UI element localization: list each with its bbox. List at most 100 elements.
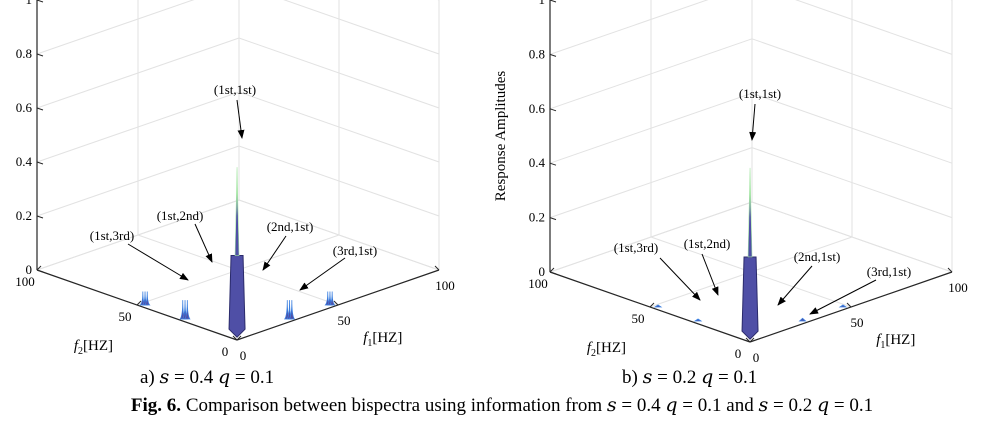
x-tick-mark bbox=[745, 337, 751, 343]
annotation-arrow bbox=[236, 99, 245, 139]
z-tick-mark bbox=[36, 107, 44, 111]
peak-1st2nd bbox=[693, 318, 703, 322]
x-axis-label: f1[HZ] bbox=[363, 330, 402, 349]
z-tick-mark bbox=[36, 0, 44, 3]
annotation-arrow bbox=[777, 265, 813, 306]
peak-1st1st bbox=[228, 167, 246, 338]
annotation-arrow bbox=[659, 257, 701, 301]
peak-annotation-label: (1st,3rd) bbox=[90, 228, 134, 243]
peak-1st2nd bbox=[179, 300, 191, 320]
z-tick-label: 0.8 bbox=[529, 46, 545, 61]
z-tick-label: 0.2 bbox=[16, 208, 32, 223]
x-tick-label: 0 bbox=[240, 348, 247, 363]
grid-line bbox=[549, 201, 753, 273]
peak-lobe bbox=[798, 317, 807, 322]
z-axis-label: Response Amplitudes bbox=[493, 71, 509, 202]
x-tick-label: 50 bbox=[338, 313, 351, 328]
y-tick-mark bbox=[236, 335, 242, 341]
peak-annotation-label: (1st,1st) bbox=[739, 86, 781, 101]
z-tick-mark bbox=[549, 0, 557, 3]
annotation-arrow bbox=[194, 223, 213, 263]
z-tick-label: 0.8 bbox=[16, 46, 32, 61]
z-tick-label: 0.2 bbox=[529, 210, 545, 225]
annotation-arrow bbox=[701, 253, 719, 296]
peak-body bbox=[228, 255, 246, 338]
z-tick-mark bbox=[36, 269, 44, 273]
x-tick-label: 100 bbox=[435, 278, 455, 293]
y-tick-mark bbox=[36, 265, 42, 271]
annotation-arrow bbox=[749, 103, 757, 141]
chart-panel-b: 00.20.40.60.81050100050100Response Ampli… bbox=[493, 0, 968, 365]
annotation-arrow bbox=[299, 257, 346, 291]
figure-label: Fig. 6. bbox=[130, 395, 182, 416]
y-tick-label: 100 bbox=[528, 276, 548, 291]
z-tick-mark bbox=[549, 162, 557, 166]
peak-needle bbox=[234, 167, 240, 256]
x-axis-label: f1[HZ] bbox=[876, 332, 915, 351]
figure-caption: Fig. 6. Comparison between bispectra usi… bbox=[130, 394, 874, 416]
peak-2nd1st bbox=[798, 317, 807, 322]
grid-line bbox=[36, 199, 240, 271]
z-tick-label: 0.4 bbox=[529, 155, 546, 170]
peak-annotation-label: (2nd,1st) bbox=[794, 249, 841, 264]
y-tick-mark bbox=[749, 337, 755, 343]
y-axis-label: f2[HZ] bbox=[587, 340, 626, 359]
z-tick-mark bbox=[549, 271, 557, 275]
peak-lobe bbox=[838, 304, 848, 308]
peak-body bbox=[741, 256, 759, 340]
peak-1st3rd bbox=[139, 291, 151, 306]
annotation-arrow bbox=[127, 243, 189, 281]
peak-annotation-label: (3rd,1st) bbox=[867, 264, 911, 279]
chart-panel-a: 00.20.40.60.81050100050100Response Ampli… bbox=[15, 0, 455, 363]
x-tick-mark bbox=[947, 267, 953, 273]
z-tick-label: 0.4 bbox=[16, 154, 33, 169]
peak-lobe bbox=[328, 291, 336, 306]
peak-3rd1st bbox=[838, 304, 848, 308]
panel-a-subcaption: a) s = 0.4 q = 0.1 bbox=[140, 366, 275, 388]
annotation-arrow bbox=[262, 235, 287, 271]
x-tick-mark bbox=[333, 300, 339, 306]
y-tick-label: 0 bbox=[735, 346, 742, 361]
z-tick-mark bbox=[36, 53, 44, 57]
peak-annotation-label: (1st,3rd) bbox=[614, 240, 658, 255]
x-tick-label: 0 bbox=[753, 350, 760, 365]
peak-needle bbox=[747, 167, 753, 258]
peak-2nd1st bbox=[284, 300, 296, 320]
peak-lobe bbox=[184, 300, 191, 320]
z-tick-label: 0 bbox=[539, 264, 546, 279]
peak-lobe bbox=[143, 291, 151, 306]
z-tick-mark bbox=[36, 161, 44, 165]
z-tick-mark bbox=[36, 215, 44, 219]
panel-b-subcaption: b) s = 0.2 q = 0.1 bbox=[622, 366, 758, 388]
z-tick-mark bbox=[549, 217, 557, 221]
x-tick-mark bbox=[846, 302, 852, 308]
y-axis-label: f2[HZ] bbox=[74, 338, 113, 357]
x-tick-mark bbox=[232, 335, 238, 341]
x-tick-mark bbox=[434, 265, 440, 271]
x-tick-label: 50 bbox=[851, 315, 864, 330]
peak-1st1st bbox=[741, 167, 759, 340]
z-tick-label: 0.6 bbox=[16, 100, 33, 115]
peak-lobe bbox=[693, 318, 703, 322]
y-tick-mark bbox=[136, 300, 142, 306]
peak-annotation-label: (2nd,1st) bbox=[267, 219, 314, 234]
peak-annotation-label: (1st,2nd) bbox=[684, 236, 731, 251]
z-tick-label: 0.6 bbox=[529, 101, 546, 116]
z-tick-label: 0 bbox=[26, 262, 33, 277]
z-tick-mark bbox=[549, 108, 557, 112]
z-tick-label: 1 bbox=[26, 0, 33, 7]
annotation-arrow bbox=[809, 279, 877, 315]
peak-lobe bbox=[653, 304, 663, 308]
peak-annotation-label: (1st,1st) bbox=[214, 82, 256, 97]
y-tick-mark bbox=[549, 267, 555, 273]
y-tick-label: 0 bbox=[222, 344, 229, 359]
y-tick-label: 50 bbox=[632, 311, 645, 326]
x-tick-label: 100 bbox=[948, 280, 968, 295]
peak-lobe bbox=[288, 300, 296, 320]
y-tick-mark bbox=[649, 302, 655, 308]
z-tick-mark bbox=[549, 53, 557, 57]
peak-annotation-label: (1st,2nd) bbox=[157, 208, 204, 223]
y-tick-label: 100 bbox=[15, 274, 35, 289]
peak-1st3rd bbox=[653, 304, 663, 308]
